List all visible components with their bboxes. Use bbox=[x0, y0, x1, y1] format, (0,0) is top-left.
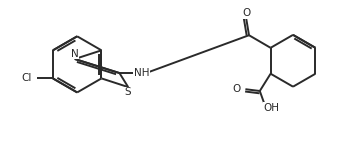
Text: S: S bbox=[125, 87, 131, 97]
Text: O: O bbox=[242, 8, 250, 18]
Text: N: N bbox=[71, 49, 79, 59]
Text: NH: NH bbox=[134, 68, 150, 78]
Text: Cl: Cl bbox=[21, 73, 31, 83]
Text: OH: OH bbox=[264, 103, 280, 113]
Text: O: O bbox=[232, 84, 241, 94]
